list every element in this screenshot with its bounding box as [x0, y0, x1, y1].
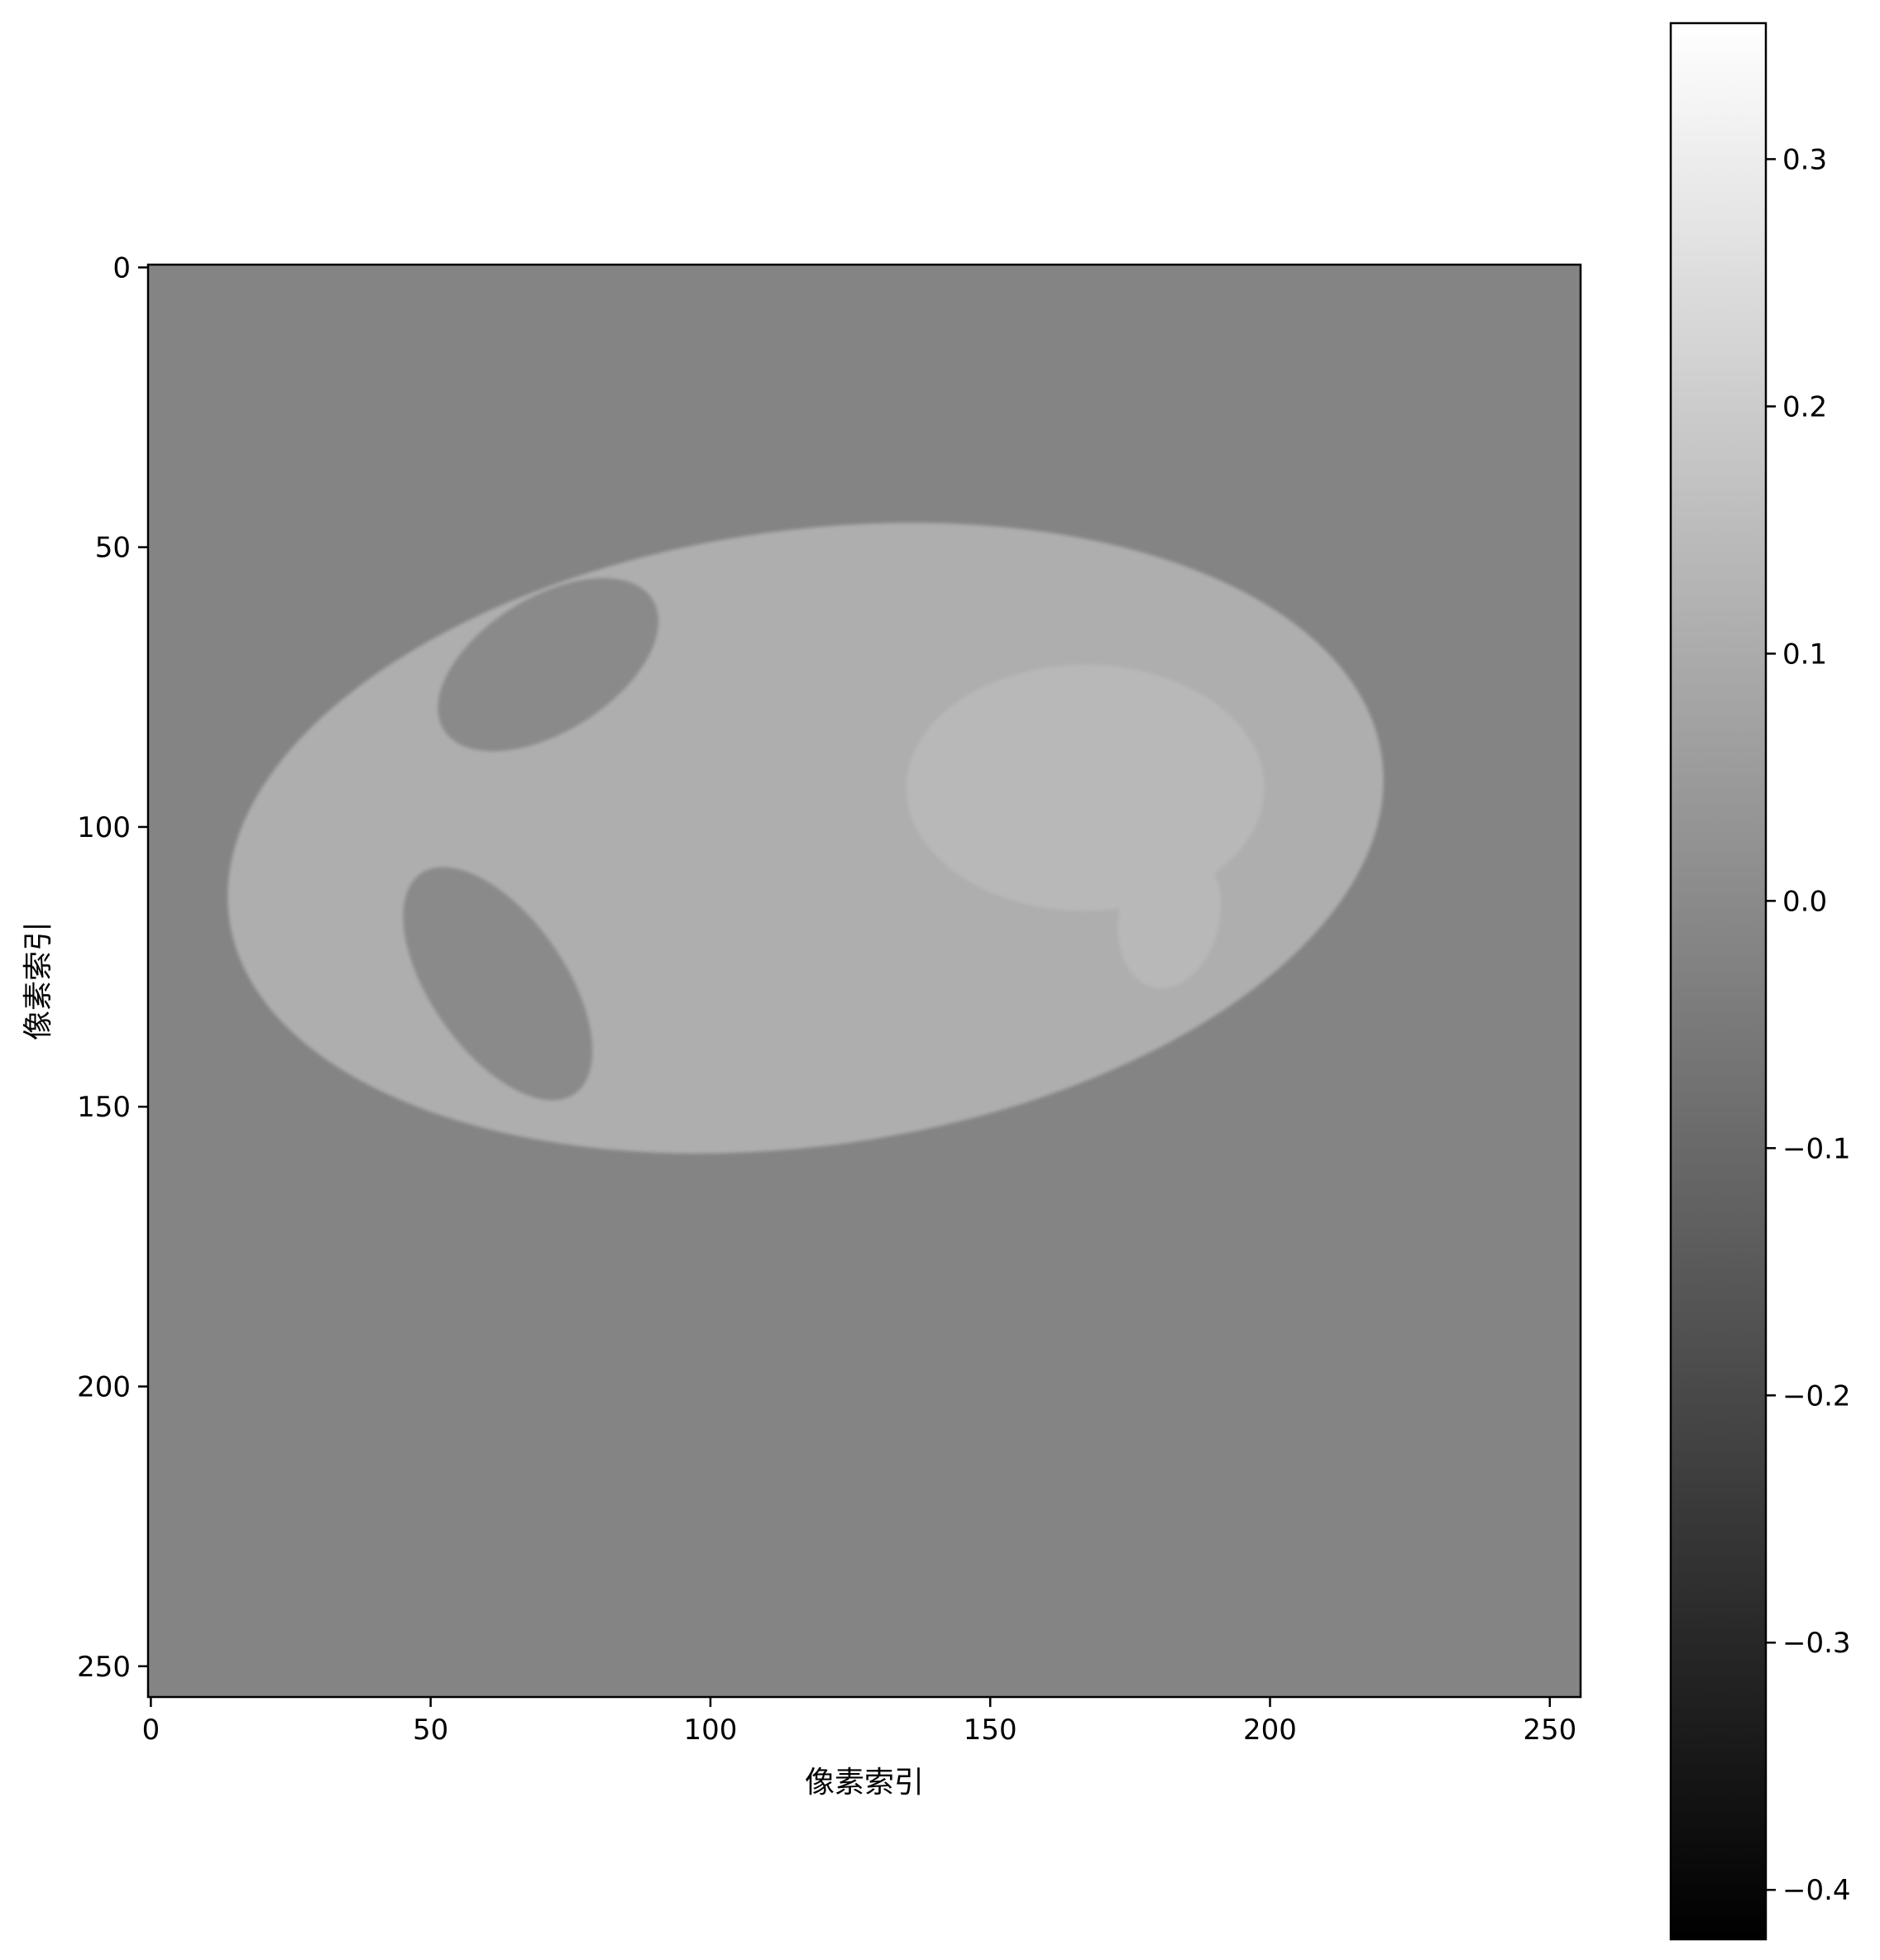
colorbar-tick-label: 0.2 [1782, 390, 1827, 423]
image-axes: 0 50 100 150 200 250 0 50 100 150 200 250 像素索引 像素索… [22, 251, 1582, 1800]
x-tick-label: 100 [683, 1714, 737, 1747]
heatmap-region [1117, 844, 1222, 989]
heatmap-region [438, 578, 659, 752]
y-axis-label: 像素索引 [22, 921, 55, 1040]
plot-frame [146, 263, 1582, 1699]
x-tick-label: 200 [1243, 1714, 1297, 1747]
y-tick-label: 50 [95, 532, 131, 565]
colorbar-ticks: −0.4 −0.3 −0.2 −0.1 0.0 0.1 0.2 0.3 [1766, 143, 1851, 1907]
x-tick-label: 250 [1523, 1714, 1576, 1747]
y-tick-label: 200 [77, 1371, 131, 1404]
colorbar-tick-label: −0.1 [1782, 1132, 1851, 1165]
colorbar-tick-label: −0.3 [1782, 1627, 1851, 1660]
colorbar-gradient [1671, 23, 1766, 1939]
colorbar-frame [1669, 22, 1768, 1941]
y-tick-label: 0 [112, 251, 131, 284]
x-tick-label: 150 [964, 1714, 1017, 1747]
y-tick-label: 100 [77, 811, 131, 844]
x-tick-label: 0 [142, 1714, 160, 1747]
y-axis-ticks: 0 50 100 150 200 250 [77, 251, 148, 1684]
y-tick-label: 250 [77, 1651, 131, 1684]
colorbar: −0.4 −0.3 −0.2 −0.1 0.0 0.1 0.2 0.3 [1669, 22, 1851, 1941]
colorbar-tick-label: 0.1 [1782, 638, 1827, 671]
heatmap-region [403, 867, 593, 1101]
x-axis-ticks: 0 50 100 150 200 250 [142, 1697, 1576, 1747]
y-tick-label: 150 [77, 1091, 131, 1124]
colorbar-tick-label: 0.3 [1782, 143, 1827, 176]
colorbar-tick-label: −0.2 [1782, 1379, 1851, 1413]
colorbar-tick-label: −0.4 [1782, 1874, 1851, 1907]
x-axis-label: 像素索引 [805, 1766, 924, 1800]
heatmap-image [148, 265, 1581, 1697]
x-tick-label: 50 [413, 1714, 448, 1747]
colorbar-tick-label: 0.0 [1782, 885, 1827, 918]
